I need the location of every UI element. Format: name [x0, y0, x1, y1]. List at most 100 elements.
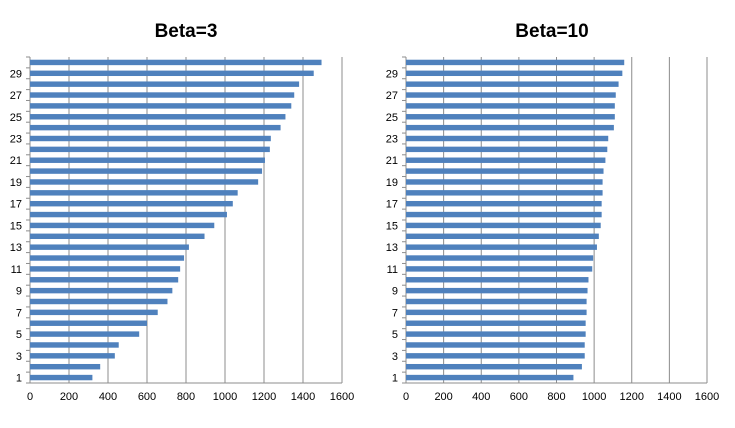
y-tick-label: 27 — [10, 90, 22, 102]
bar — [406, 244, 597, 250]
y-tick-label: 9 — [16, 286, 22, 298]
bar — [406, 114, 615, 120]
bar — [406, 353, 585, 359]
y-tick-label: 29 — [386, 68, 398, 80]
bar — [30, 266, 181, 272]
x-tick-label: 1600 — [695, 391, 719, 403]
bar — [30, 92, 295, 98]
bar — [30, 81, 300, 87]
y-tick-label: 19 — [10, 177, 22, 189]
x-tick-label: 200 — [434, 391, 452, 403]
y-tick-label: 15 — [386, 220, 398, 232]
bar — [30, 363, 101, 370]
bar — [406, 168, 604, 174]
bar — [30, 103, 292, 109]
y-tick-label: 23 — [10, 134, 22, 146]
x-tick-label: 400 — [99, 391, 117, 403]
bar — [406, 233, 599, 240]
bar — [30, 287, 173, 294]
bar — [406, 320, 586, 326]
chart-beta-3: Beta=3 0 200 400 600 800 1000 1200 1400 16001357… — [10, 21, 354, 403]
x-tick-label: 1600 — [330, 391, 354, 403]
bar — [30, 114, 286, 120]
bar — [30, 157, 265, 163]
bar — [406, 277, 589, 283]
y-tick-label: 17 — [386, 199, 398, 211]
y-tick-label: 5 — [16, 329, 22, 341]
y-tick-label: 15 — [10, 220, 22, 232]
bar — [30, 190, 238, 196]
bar — [406, 59, 625, 66]
y-tick-label: 21 — [386, 155, 398, 167]
bar — [30, 309, 158, 316]
x-tick-label: 200 — [60, 391, 78, 403]
bar — [406, 298, 587, 305]
bar — [30, 200, 233, 207]
bar — [30, 211, 227, 218]
bar — [406, 255, 594, 261]
y-tick-label: 29 — [10, 68, 22, 80]
bar — [30, 70, 314, 77]
bar — [30, 168, 263, 174]
bar — [30, 320, 147, 326]
bar — [406, 363, 582, 370]
bar — [406, 70, 623, 77]
chart-title: Beta=3 — [155, 21, 218, 42]
bar — [406, 309, 587, 316]
bar — [30, 146, 270, 153]
chart-title: Beta=10 — [515, 21, 588, 42]
bar — [30, 255, 185, 261]
bar — [406, 190, 603, 196]
y-tick-label: 5 — [392, 329, 398, 341]
x-tick-label: 600 — [510, 391, 528, 403]
bar — [406, 331, 586, 337]
bar — [406, 200, 602, 207]
x-tick-label: 0 — [27, 391, 33, 403]
bar — [406, 135, 609, 142]
y-tick-label: 17 — [10, 199, 22, 211]
y-tick-label: 19 — [386, 177, 398, 189]
y-tick-label: 13 — [386, 242, 398, 254]
x-tick-label: 1000 — [213, 391, 237, 403]
bar — [30, 222, 215, 229]
bar — [30, 342, 119, 348]
y-tick-label: 7 — [16, 307, 22, 319]
y-tick-label: 9 — [392, 286, 398, 298]
x-tick-label: 800 — [547, 391, 565, 403]
y-tick-label: 1 — [16, 373, 22, 385]
bar — [406, 103, 615, 109]
x-tick-label: 1200 — [252, 391, 276, 403]
bar — [406, 179, 603, 185]
y-tick-label: 25 — [386, 112, 398, 124]
bar — [406, 81, 619, 87]
y-tick-label: 3 — [16, 351, 22, 363]
bar — [30, 59, 322, 66]
bar — [30, 135, 271, 142]
x-tick-label: 0 — [403, 391, 409, 403]
bar — [406, 146, 608, 153]
x-tick-label: 800 — [177, 391, 195, 403]
bar — [30, 374, 93, 381]
bar — [406, 374, 574, 381]
bar — [406, 342, 585, 348]
x-tick-label: 1400 — [291, 391, 315, 403]
y-tick-label: 11 — [387, 264, 398, 276]
bar — [406, 222, 601, 229]
chart-beta-10: Beta=10 0 200 400 600 800 1000 1200 1400 1600135… — [386, 21, 719, 403]
bar — [30, 244, 189, 250]
x-tick-label: 600 — [138, 391, 156, 403]
x-tick-label: 1000 — [582, 391, 606, 403]
x-tick-label: 1200 — [620, 391, 644, 403]
bar — [30, 124, 281, 131]
bar — [30, 298, 168, 305]
bar — [406, 124, 614, 131]
x-tick-label: 1400 — [657, 391, 681, 403]
y-tick-label: 27 — [386, 90, 398, 102]
y-tick-label: 1 — [392, 373, 398, 385]
bar — [406, 287, 588, 294]
y-tick-label: 13 — [10, 242, 22, 254]
bar — [30, 179, 259, 185]
y-tick-label: 21 — [10, 155, 22, 167]
bar — [406, 211, 602, 218]
